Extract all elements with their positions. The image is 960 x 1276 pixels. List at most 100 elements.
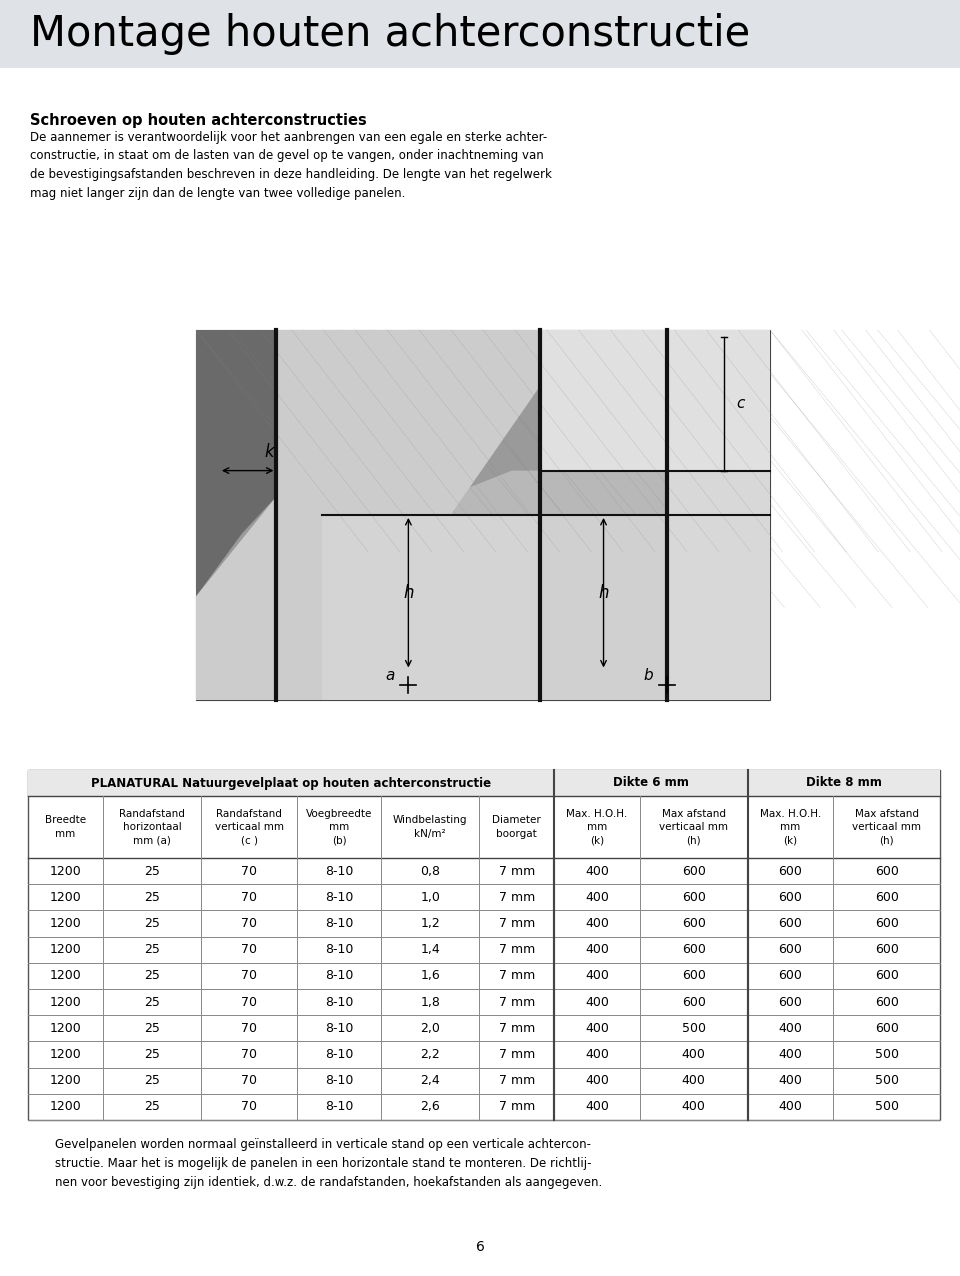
Text: 25: 25 — [144, 917, 160, 930]
Text: 7 mm: 7 mm — [498, 1022, 535, 1035]
Text: 1200: 1200 — [50, 943, 82, 956]
Text: Dikte 6 mm: Dikte 6 mm — [612, 777, 689, 790]
Text: 400: 400 — [682, 1048, 706, 1062]
Text: 7 mm: 7 mm — [498, 995, 535, 1008]
Text: 1,8: 1,8 — [420, 995, 440, 1008]
Text: h: h — [598, 583, 609, 602]
Text: 25: 25 — [144, 995, 160, 1008]
Text: 7 mm: 7 mm — [498, 917, 535, 930]
Text: 400: 400 — [586, 995, 609, 1008]
Text: 500: 500 — [875, 1048, 899, 1062]
Text: Breedte
mm: Breedte mm — [45, 815, 86, 838]
Text: 1,6: 1,6 — [420, 970, 440, 983]
Text: 400: 400 — [586, 917, 609, 930]
Text: 25: 25 — [144, 943, 160, 956]
Text: 1200: 1200 — [50, 917, 82, 930]
Bar — [28, 769, 940, 796]
Text: Randafstand
verticaal mm
(c ): Randafstand verticaal mm (c ) — [215, 809, 283, 845]
Text: 400: 400 — [682, 1074, 706, 1087]
Text: 600: 600 — [779, 865, 803, 878]
Bar — [540, 516, 666, 701]
Text: Windbelasting
kN/m²: Windbelasting kN/m² — [393, 815, 468, 838]
Text: 7 mm: 7 mm — [498, 891, 535, 903]
Text: 600: 600 — [682, 865, 706, 878]
Text: 400: 400 — [586, 943, 609, 956]
Text: 0,8: 0,8 — [420, 865, 441, 878]
Text: 8-10: 8-10 — [324, 917, 353, 930]
Text: 25: 25 — [144, 1074, 160, 1087]
Text: 400: 400 — [586, 1022, 609, 1035]
Text: Max afstand
verticaal mm
(h): Max afstand verticaal mm (h) — [660, 809, 729, 845]
Text: 1,0: 1,0 — [420, 891, 440, 903]
Text: 70: 70 — [241, 1074, 257, 1087]
Text: 7 mm: 7 mm — [498, 970, 535, 983]
Text: 600: 600 — [875, 995, 899, 1008]
Text: 400: 400 — [779, 1022, 803, 1035]
Text: 600: 600 — [875, 891, 899, 903]
Text: 70: 70 — [241, 1048, 257, 1062]
Text: 25: 25 — [144, 1022, 160, 1035]
Polygon shape — [196, 330, 540, 701]
Text: 25: 25 — [144, 891, 160, 903]
Text: Schroeven op houten achterconstructies: Schroeven op houten achterconstructies — [30, 114, 367, 128]
Text: Gevelpanelen worden normaal geïnstalleerd in verticale stand op een verticale ac: Gevelpanelen worden normaal geïnstalleer… — [55, 1138, 602, 1189]
Text: 400: 400 — [682, 1100, 706, 1114]
Text: a: a — [385, 669, 395, 683]
Text: 600: 600 — [875, 970, 899, 983]
Text: 2,4: 2,4 — [420, 1074, 440, 1087]
Text: 500: 500 — [682, 1022, 706, 1035]
Text: Montage houten achterconstructie: Montage houten achterconstructie — [30, 13, 751, 55]
Text: 8-10: 8-10 — [324, 865, 353, 878]
Text: 600: 600 — [875, 943, 899, 956]
Text: 1200: 1200 — [50, 1074, 82, 1087]
Text: 600: 600 — [875, 917, 899, 930]
Text: 70: 70 — [241, 995, 257, 1008]
Text: 600: 600 — [682, 891, 706, 903]
Text: k: k — [265, 443, 275, 461]
Text: PLANATURAL Natuurgevelplaat op houten achterconstructie: PLANATURAL Natuurgevelplaat op houten ac… — [91, 777, 492, 790]
Text: h: h — [403, 583, 414, 602]
Bar — [0, 0, 960, 68]
Text: 2,0: 2,0 — [420, 1022, 440, 1035]
Text: c: c — [736, 397, 744, 411]
Text: 1200: 1200 — [50, 865, 82, 878]
Text: 2,6: 2,6 — [420, 1100, 440, 1114]
Text: 600: 600 — [779, 970, 803, 983]
Text: 400: 400 — [586, 865, 609, 878]
Text: 400: 400 — [779, 1074, 803, 1087]
Text: 8-10: 8-10 — [324, 1074, 353, 1087]
Text: 70: 70 — [241, 865, 257, 878]
Text: Dikte 8 mm: Dikte 8 mm — [805, 777, 881, 790]
Text: 1200: 1200 — [50, 995, 82, 1008]
Text: 400: 400 — [586, 1048, 609, 1062]
Text: Max. H.O.H.
mm
(k): Max. H.O.H. mm (k) — [759, 809, 821, 845]
Text: 600: 600 — [779, 995, 803, 1008]
Text: 500: 500 — [875, 1100, 899, 1114]
Text: 8-10: 8-10 — [324, 891, 353, 903]
Text: 500: 500 — [875, 1074, 899, 1087]
Text: 600: 600 — [682, 995, 706, 1008]
Text: 8-10: 8-10 — [324, 1022, 353, 1035]
Polygon shape — [196, 330, 770, 596]
Text: 70: 70 — [241, 917, 257, 930]
Text: 1200: 1200 — [50, 1022, 82, 1035]
Text: 70: 70 — [241, 1100, 257, 1114]
Polygon shape — [276, 330, 540, 496]
Text: 6: 6 — [475, 1240, 485, 1254]
Text: 8-10: 8-10 — [324, 970, 353, 983]
Bar — [28, 769, 940, 1120]
Text: 400: 400 — [779, 1100, 803, 1114]
Bar — [323, 516, 540, 701]
Text: 70: 70 — [241, 970, 257, 983]
Text: 400: 400 — [779, 1048, 803, 1062]
Text: 7 mm: 7 mm — [498, 1074, 535, 1087]
Text: 25: 25 — [144, 970, 160, 983]
Polygon shape — [196, 330, 276, 701]
Text: 70: 70 — [241, 891, 257, 903]
Text: 25: 25 — [144, 1048, 160, 1062]
Text: Max. H.O.H.
mm
(k): Max. H.O.H. mm (k) — [566, 809, 628, 845]
Text: 1200: 1200 — [50, 970, 82, 983]
Text: 25: 25 — [144, 865, 160, 878]
Text: 400: 400 — [586, 891, 609, 903]
Text: 8-10: 8-10 — [324, 995, 353, 1008]
